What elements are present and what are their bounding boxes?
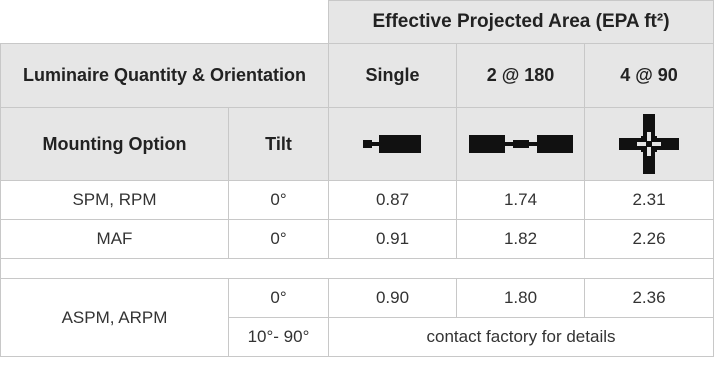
- column-2-at-180: 2 @ 180: [456, 43, 585, 108]
- spacer-cell: [0, 258, 715, 279]
- two-at-180-icon-cell: [456, 107, 585, 181]
- value-cell: 1.80: [456, 278, 585, 318]
- value-cell: 2.36: [583, 278, 715, 318]
- table-row: MAF 0° 0.91 1.82 2.26: [0, 219, 715, 259]
- mounting-cell: MAF: [0, 219, 229, 259]
- note-cell: contact factory for details: [327, 317, 715, 357]
- value-cell: 2.26: [583, 219, 715, 259]
- tilt-cell: 0°: [228, 219, 329, 259]
- tilt-cell: 0°: [228, 278, 329, 318]
- table-row: SPM, RPM 0° 0.87 1.74 2.31: [0, 180, 715, 220]
- luminaire-quantity-label: Luminaire Quantity & Orientation: [0, 43, 329, 108]
- epa-title: Effective Projected Area (EPA ft²): [327, 0, 715, 44]
- value-cell: 1.82: [456, 219, 585, 259]
- four-at-90-luminaire-icon: [619, 114, 679, 174]
- value-cell: 2.31: [583, 180, 715, 220]
- four-at-90-icon-cell: [583, 107, 715, 181]
- empty-corner: [0, 0, 329, 44]
- value-cell: 0.90: [328, 278, 457, 318]
- single-icon-cell: [328, 107, 457, 181]
- column-4-at-90: 4 @ 90: [583, 43, 715, 108]
- table-row: 10°- 90° contact factory for details: [1, 317, 715, 357]
- single-luminaire-icon: [362, 135, 421, 153]
- mounting-option-label: Mounting Option: [0, 107, 229, 181]
- column-single: Single: [328, 43, 457, 108]
- epa-table: Effective Projected Area (EPA ft²) Lumin…: [0, 0, 715, 357]
- table-row: ASPM, ARPM 0° 0.90 1.80 2.36: [0, 278, 715, 357]
- value-cell: 0.87: [328, 180, 457, 220]
- value-cell: 0.91: [328, 219, 457, 259]
- tilt-cell: 0°: [228, 180, 329, 220]
- mounting-cell: ASPM, ARPM: [0, 278, 229, 357]
- value-cell: 1.74: [456, 180, 585, 220]
- tilt-cell: 10°- 90°: [228, 317, 329, 357]
- two-at-180-luminaire-icon: [468, 135, 573, 153]
- spacer-row: [0, 258, 715, 279]
- tilt-label: Tilt: [228, 107, 329, 181]
- mounting-cell: SPM, RPM: [0, 180, 229, 220]
